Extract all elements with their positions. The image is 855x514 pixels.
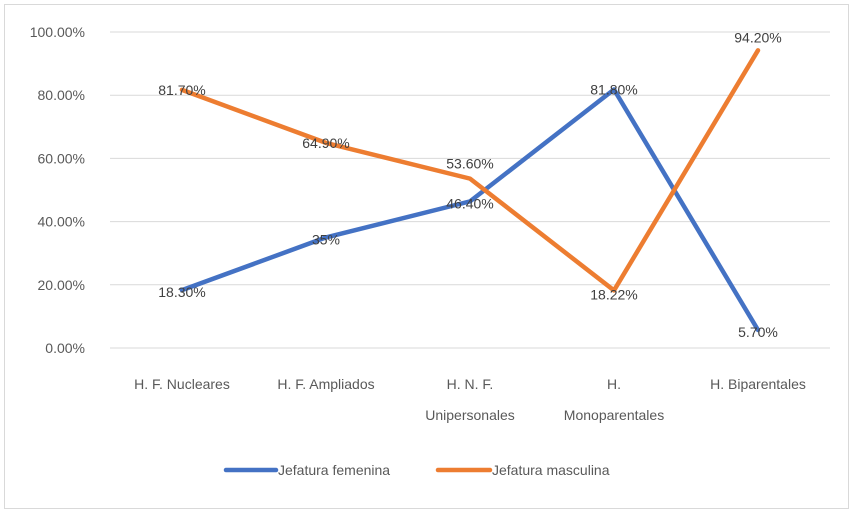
x-tick-label: H. [607,376,621,392]
x-tick-label: Monoparentales [564,407,664,423]
y-tick-label: 40.00% [38,214,85,230]
x-tick-label: Unipersonales [425,407,515,423]
data-label: 81.70% [158,82,205,98]
legend: Jefatura femenina Jefatura masculina [223,462,610,478]
data-label: 18.30% [158,284,205,300]
data-label: 94.20% [734,29,781,45]
x-tick-label: H. F. Nucleares [134,376,230,392]
x-tick-label: H. N. F. [447,376,494,392]
data-label: 53.60% [446,156,493,172]
series-line [179,48,761,293]
y-tick-label: 100.00% [30,24,85,40]
data-labels: 18.30% 35% 46.40% 81.80% 5.70% 81.70% 64.90% 53… [158,29,781,340]
y-tick-label: 0.00% [45,340,85,356]
data-label: 46.40% [446,195,493,211]
data-label: 64.90% [302,135,349,151]
x-tick-label: H. Biparentales [710,376,806,392]
chart-frame [4,4,849,509]
legend-label: Jefatura femenina [278,462,390,478]
data-label: 18.22% [590,286,637,302]
data-label: 35% [312,231,340,247]
series-lines [179,48,761,333]
data-label: 5.70% [738,324,778,340]
y-axis: 0.00% 20.00% 40.00% 60.00% 80.00% 100.00% [30,24,85,356]
series-line [179,87,761,333]
x-axis: H. F. Nucleares H. F. Ampliados H. N. F. Un… [134,376,806,423]
data-label: 81.80% [590,82,637,98]
y-tick-label: 80.00% [38,87,85,103]
y-tick-label: 20.00% [38,277,85,293]
x-tick-label: H. F. Ampliados [277,376,374,392]
legend-label: Jefatura masculina [492,462,610,478]
gridlines [110,31,830,349]
y-tick-label: 60.00% [38,150,85,166]
